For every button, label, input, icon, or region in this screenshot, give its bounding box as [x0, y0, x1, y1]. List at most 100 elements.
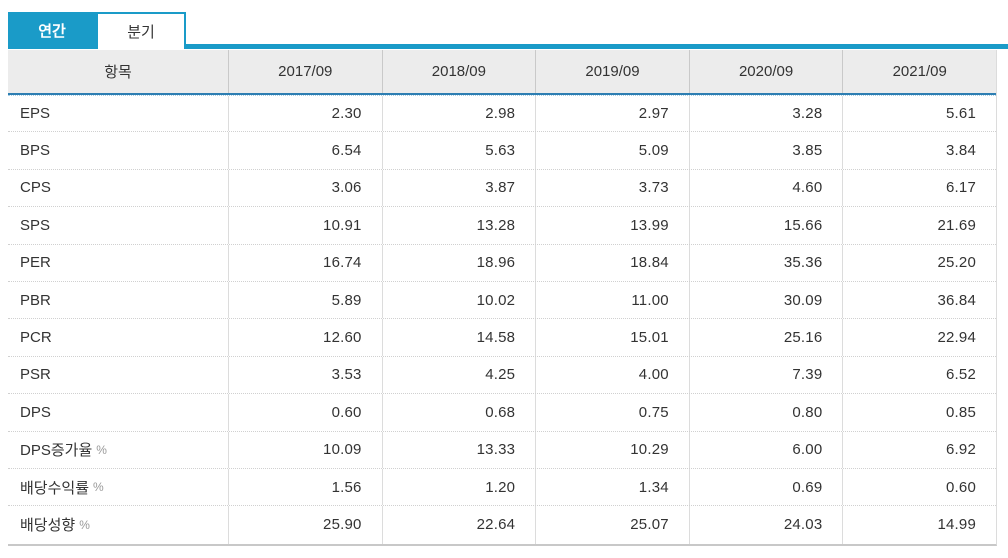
header-cell-period: 2017/09: [228, 50, 382, 93]
row-value: 12.60: [228, 319, 382, 356]
table-row: CPS 3.06 3.87 3.73 4.60 6.17: [8, 169, 996, 208]
table-row: EPS 2.30 2.98 2.97 3.28 5.61: [8, 95, 996, 133]
table-row: SPS 10.91 13.28 13.99 15.66 21.69: [8, 207, 996, 245]
row-value: 1.56: [228, 468, 382, 506]
row-value: 25.16: [688, 319, 843, 356]
row-label: PER: [20, 254, 51, 272]
row-label-cell: CPS: [8, 170, 228, 206]
row-value: 2.97: [535, 96, 689, 132]
row-value: 1.34: [535, 468, 689, 506]
row-value: 35.36: [688, 244, 843, 281]
row-label: PCR: [20, 329, 52, 347]
row-value: 16.74: [228, 244, 382, 281]
row-value: 6.54: [228, 132, 382, 169]
row-value: 3.87: [381, 169, 536, 207]
row-label: CPS: [20, 179, 51, 197]
row-label-cell: PER: [8, 245, 228, 281]
row-value: 2.30: [228, 96, 382, 132]
row-value: 25.07: [535, 506, 689, 544]
table-body: EPS 2.30 2.98 2.97 3.28 5.61 BPS 6.54 5.…: [8, 95, 996, 544]
row-value: 0.75: [535, 394, 689, 431]
row-value: 3.28: [688, 96, 843, 132]
tabbar-underline: [8, 44, 1008, 49]
period-tabbar: 연간 분기: [0, 0, 1008, 49]
row-value: 13.28: [381, 207, 536, 244]
row-value: 4.25: [381, 356, 536, 394]
header-cell-period: 2021/09: [842, 50, 996, 93]
row-label-cell: DPS증가율 %: [8, 432, 228, 468]
row-value: 6.17: [842, 169, 996, 207]
row-value: 11.00: [535, 281, 689, 319]
row-value: 36.84: [842, 281, 996, 319]
row-label: 배당성향: [20, 517, 76, 535]
header-cell-period: 2020/09: [688, 50, 843, 93]
row-value: 6.00: [688, 431, 843, 468]
row-value: 6.52: [842, 356, 996, 394]
row-value: 2.98: [381, 96, 536, 132]
row-label-suffix: %: [93, 480, 104, 495]
row-value: 3.53: [228, 356, 382, 394]
table-header-row: 항목 2017/09 2018/09 2019/09 2020/09 2021/…: [8, 50, 996, 95]
table-row: PSR 3.53 4.25 4.00 7.39 6.52: [8, 356, 996, 395]
row-value: 3.84: [842, 132, 996, 169]
table-row: 배당수익률 % 1.56 1.20 1.34 0.69 0.60: [8, 468, 996, 507]
row-value: 7.39: [688, 356, 843, 394]
row-value: 6.92: [842, 431, 996, 468]
row-label: PBR: [20, 291, 51, 309]
row-value: 0.60: [228, 394, 382, 431]
tab-quarterly[interactable]: 분기: [96, 12, 186, 49]
row-value: 0.60: [842, 468, 996, 506]
row-value: 10.09: [228, 431, 382, 468]
table-row: DPS 0.60 0.68 0.75 0.80 0.85: [8, 394, 996, 432]
row-value: 0.69: [688, 468, 843, 506]
row-label: EPS: [20, 105, 51, 123]
row-label: BPS: [20, 142, 51, 160]
table-row: PBR 5.89 10.02 11.00 30.09 36.84: [8, 281, 996, 320]
header-cell-period: 2018/09: [381, 50, 536, 93]
row-value: 5.89: [228, 281, 382, 319]
row-label-cell: EPS: [8, 96, 228, 131]
row-value: 14.99: [842, 506, 996, 544]
row-value: 10.02: [381, 281, 536, 319]
row-value: 13.33: [381, 431, 536, 468]
table-row: PCR 12.60 14.58 15.01 25.16 22.94: [8, 319, 996, 357]
row-value: 18.96: [381, 244, 536, 281]
table-row: BPS 6.54 5.63 5.09 3.85 3.84: [8, 132, 996, 170]
row-label: DPS: [20, 403, 51, 421]
tab-annual[interactable]: 연간: [8, 12, 96, 49]
row-label: PSR: [20, 366, 51, 384]
row-label-cell: DPS: [8, 394, 228, 430]
row-label-suffix: %: [79, 517, 90, 532]
row-label-cell: PCR: [8, 319, 228, 355]
row-value: 10.29: [535, 431, 689, 468]
row-value: 24.03: [688, 506, 843, 544]
row-value: 25.90: [228, 506, 382, 544]
row-value: 1.20: [381, 468, 536, 506]
row-value: 3.06: [228, 169, 382, 207]
row-value: 15.01: [535, 319, 689, 356]
row-label-cell: SPS: [8, 207, 228, 243]
row-label-cell: 배당성향 %: [8, 506, 228, 543]
row-value: 15.66: [688, 207, 843, 244]
row-value: 25.20: [842, 244, 996, 281]
row-value: 5.09: [535, 132, 689, 169]
header-cell-period: 2019/09: [535, 50, 689, 93]
row-value: 22.64: [381, 506, 536, 544]
row-value: 10.91: [228, 207, 382, 244]
row-label-cell: BPS: [8, 132, 228, 168]
row-label: SPS: [20, 216, 51, 234]
row-label-cell: PBR: [8, 282, 228, 318]
row-label: 배당수익률: [20, 479, 90, 497]
row-value: 3.85: [688, 132, 843, 169]
row-value: 3.73: [535, 169, 689, 207]
row-value: 18.84: [535, 244, 689, 281]
row-label-suffix: %: [96, 442, 107, 457]
table-row: PER 16.74 18.96 18.84 35.36 25.20: [8, 244, 996, 282]
table-row: DPS증가율 % 10.09 13.33 10.29 6.00 6.92: [8, 431, 996, 469]
row-label-cell: 배당수익률 %: [8, 469, 228, 505]
header-cell-item: 항목: [104, 64, 132, 81]
row-value: 5.61: [842, 96, 996, 132]
row-value: 0.85: [842, 394, 996, 431]
row-value: 4.00: [535, 356, 689, 394]
row-value: 4.60: [688, 169, 843, 207]
